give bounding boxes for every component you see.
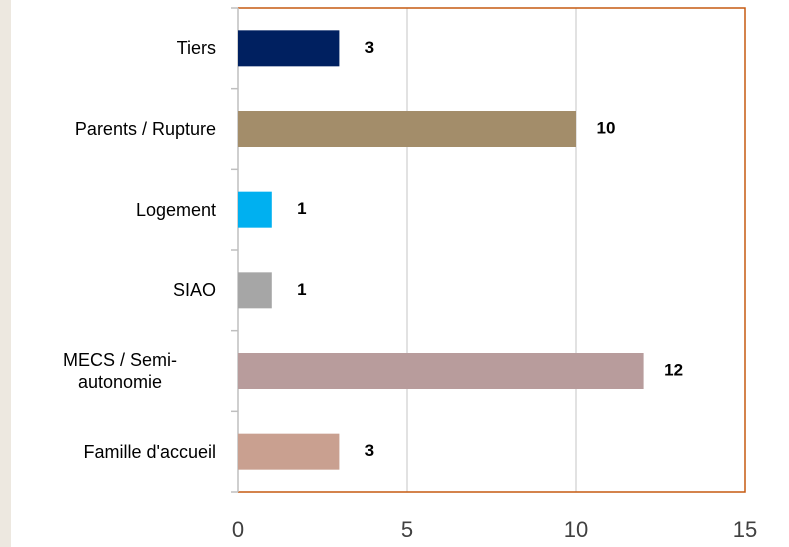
x-tick-label: 0 — [232, 517, 244, 542]
data-label: 10 — [597, 118, 616, 137]
y-tick-label: Logement — [135, 199, 216, 220]
bar — [238, 111, 576, 147]
side-strip — [0, 0, 11, 547]
bar — [238, 433, 340, 470]
y-tick-label: Famille d'accueil — [83, 441, 217, 462]
bar — [238, 30, 340, 67]
y-tick-label: MECS / Semi-autonomie — [62, 350, 177, 392]
data-label: 1 — [297, 280, 306, 299]
data-label: 1 — [297, 199, 306, 218]
x-tick-label: 15 — [733, 517, 757, 542]
data-label: 3 — [365, 441, 374, 460]
data-label: 3 — [365, 38, 374, 57]
x-tick-label: 10 — [564, 517, 588, 542]
y-tick-label: Tiers — [176, 38, 216, 59]
y-tick-label: Parents / Rupture — [74, 119, 216, 139]
plot-border — [238, 7, 746, 493]
y-tick-label: SIAO — [172, 280, 216, 301]
data-label: 12 — [664, 360, 683, 379]
bar — [238, 191, 272, 228]
bar — [238, 353, 644, 389]
x-tick-label: 5 — [401, 517, 413, 542]
bar — [238, 272, 272, 309]
